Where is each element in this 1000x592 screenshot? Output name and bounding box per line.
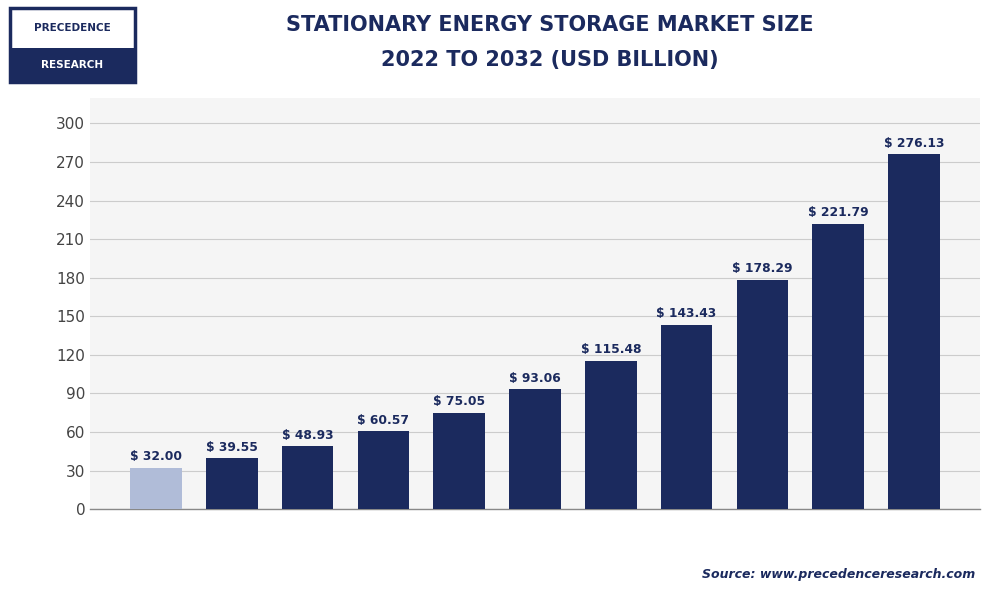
Text: $ 60.57: $ 60.57: [357, 414, 409, 427]
Bar: [661, 324, 712, 509]
Text: $ 143.43: $ 143.43: [656, 307, 717, 320]
Text: $ 276.13: $ 276.13: [884, 137, 944, 150]
FancyBboxPatch shape: [10, 8, 135, 82]
Bar: [812, 224, 864, 509]
Bar: [737, 280, 788, 509]
Text: 2022 TO 2032 (USD BILLION): 2022 TO 2032 (USD BILLION): [381, 50, 719, 70]
Bar: [358, 431, 409, 509]
Bar: [433, 413, 485, 509]
Text: $ 178.29: $ 178.29: [732, 262, 793, 275]
Bar: [888, 154, 940, 509]
Text: $ 75.05: $ 75.05: [433, 395, 485, 408]
Text: STATIONARY ENERGY STORAGE MARKET SIZE: STATIONARY ENERGY STORAGE MARKET SIZE: [286, 15, 814, 35]
Bar: [10, 48, 135, 82]
Bar: [206, 458, 258, 509]
Text: RESEARCH: RESEARCH: [41, 60, 104, 70]
Text: $ 221.79: $ 221.79: [808, 207, 868, 220]
Text: Source: www.precedenceresearch.com: Source: www.precedenceresearch.com: [702, 568, 975, 581]
Text: $ 115.48: $ 115.48: [581, 343, 641, 356]
Text: $ 48.93: $ 48.93: [282, 429, 334, 442]
Bar: [585, 361, 637, 509]
Bar: [282, 446, 333, 509]
Text: $ 39.55: $ 39.55: [206, 441, 258, 454]
Text: $ 93.06: $ 93.06: [509, 372, 561, 385]
Text: $ 32.00: $ 32.00: [130, 451, 182, 464]
Text: PRECEDENCE: PRECEDENCE: [34, 22, 111, 33]
Bar: [509, 390, 561, 509]
Bar: [130, 468, 182, 509]
